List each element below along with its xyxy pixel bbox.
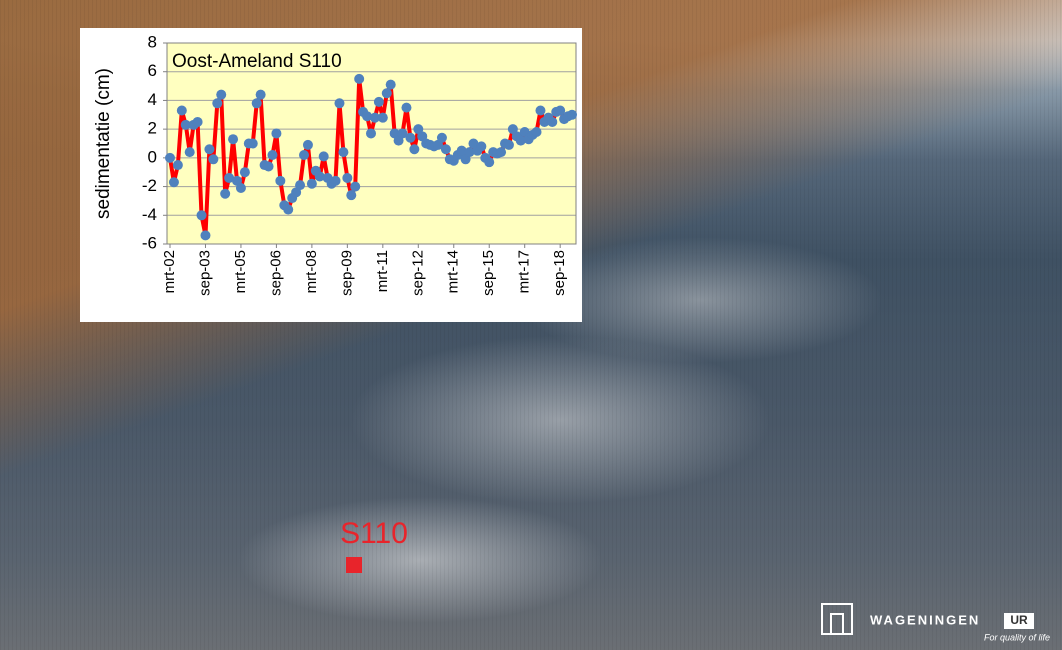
- data-point: [224, 172, 235, 183]
- data-point: [350, 181, 361, 192]
- data-point: [302, 139, 313, 150]
- data-point: [172, 160, 183, 171]
- data-point: [330, 175, 341, 186]
- data-point: [535, 105, 546, 116]
- data-point: [476, 141, 487, 152]
- y-tick-label: 0: [148, 147, 157, 166]
- data-point: [200, 230, 211, 241]
- data-point: [338, 147, 349, 158]
- y-tick-label: -6: [142, 233, 157, 252]
- x-tick-label: mrt-17: [516, 250, 533, 293]
- logo-name: WAGENINGEN: [870, 612, 980, 627]
- data-point: [318, 151, 329, 162]
- data-point: [251, 98, 262, 109]
- data-point: [377, 112, 388, 123]
- data-point: [220, 188, 231, 199]
- data-point: [212, 98, 223, 109]
- data-point: [369, 112, 380, 123]
- data-point: [228, 134, 239, 145]
- data-point: [362, 111, 373, 122]
- y-tick-label: 8: [148, 32, 157, 51]
- data-point: [401, 102, 412, 113]
- site-label: S110: [340, 517, 408, 550]
- x-tick-label: mrt-08: [303, 250, 320, 293]
- data-point: [405, 132, 416, 143]
- x-tick-label: sep-15: [480, 250, 497, 296]
- data-point: [271, 128, 282, 139]
- data-point: [531, 127, 542, 138]
- data-point: [299, 149, 309, 160]
- data-point: [184, 147, 195, 158]
- x-tick-label: sep-06: [267, 250, 284, 296]
- y-tick-label: -2: [142, 176, 157, 195]
- data-point: [373, 96, 384, 107]
- data-point: [196, 210, 207, 221]
- data-point: [255, 89, 266, 100]
- data-point: [503, 139, 514, 150]
- data-point: [567, 109, 577, 120]
- data-point: [409, 144, 420, 155]
- data-point: [354, 73, 365, 84]
- y-tick-label: -4: [142, 205, 157, 224]
- logo-icon: [821, 603, 853, 635]
- data-point: [342, 172, 353, 183]
- data-point: [366, 128, 376, 139]
- data-point: [208, 154, 219, 165]
- data-point: [397, 128, 408, 139]
- data-point: [314, 171, 325, 182]
- y-axis-label: sedimentatie (cm): [93, 68, 114, 219]
- chart-title: Oost-Ameland S110: [172, 51, 342, 72]
- plot-border: [166, 42, 577, 245]
- y-tick-label: 2: [148, 119, 157, 138]
- logo-tagline: For quality of life: [984, 632, 1050, 642]
- data-point: [176, 105, 187, 116]
- x-tick-label: mrt-11: [374, 250, 391, 292]
- data-point: [456, 145, 467, 156]
- data-point: [267, 149, 278, 160]
- data-point: [381, 88, 392, 99]
- data-point: [306, 178, 317, 189]
- x-tick-label: sep-12: [409, 250, 426, 296]
- logo-icon: [830, 613, 844, 635]
- x-tick-label: sep-09: [338, 250, 355, 296]
- data-point: [295, 180, 306, 191]
- data-point: [346, 190, 357, 201]
- logo: WAGENINGEN UR For quality of life: [821, 603, 1050, 642]
- logo-box: [1004, 613, 1034, 629]
- data-point: [275, 175, 286, 186]
- site-marker: [346, 557, 362, 573]
- y-tick-label: 6: [148, 61, 157, 80]
- x-tick-label: sep-18: [551, 250, 568, 296]
- data-point: [204, 144, 215, 155]
- logo-suffix: UR: [1010, 613, 1028, 627]
- data-point: [235, 183, 246, 194]
- data-point: [168, 177, 179, 188]
- data-point: [165, 152, 175, 163]
- data-point: [440, 144, 451, 155]
- plot-area: [167, 43, 576, 244]
- data-point: [436, 132, 447, 143]
- x-tick-label: mrt-14: [445, 250, 462, 293]
- data-point: [464, 147, 475, 158]
- data-point: [385, 79, 396, 90]
- data-point: [547, 116, 558, 127]
- data-point: [239, 167, 250, 178]
- data-point: [247, 138, 258, 149]
- x-tick-label: mrt-05: [232, 250, 249, 293]
- data-point: [283, 204, 294, 215]
- data-point: [180, 119, 191, 130]
- data-point: [192, 116, 203, 127]
- data-point: [555, 105, 566, 116]
- x-tick-label: sep-03: [196, 250, 213, 296]
- data-point: [334, 98, 345, 109]
- x-tick-label: mrt-02: [161, 250, 178, 293]
- data-point: [496, 147, 507, 158]
- data-point: [515, 135, 526, 146]
- data-point: [216, 89, 227, 100]
- data-point: [263, 161, 274, 172]
- y-tick-label: 4: [148, 90, 157, 109]
- data-point: [484, 157, 495, 168]
